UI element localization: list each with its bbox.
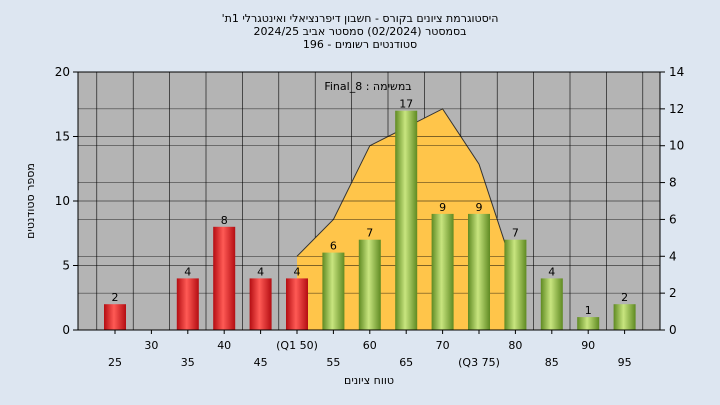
bar-value-label: 4	[294, 265, 301, 278]
y-left-tick-label: 5	[62, 259, 70, 273]
y-right-tick-label: 2	[669, 286, 677, 300]
y-left-tick-label: 15	[55, 130, 70, 144]
x-tick-label: 90	[581, 339, 595, 352]
bar-value-label: 2	[112, 291, 119, 304]
bar-80	[504, 239, 527, 330]
y-left-tick-label: 0	[62, 323, 70, 337]
bar-value-label: 7	[512, 227, 519, 240]
data-labels: 2 4 8 4 4 6 7 17 9 9 7 4 1 2	[112, 98, 629, 317]
bar-value-label: 4	[184, 265, 191, 278]
bar-value-label: 8	[221, 214, 228, 227]
y-right-tick-label: 6	[669, 212, 677, 226]
title-line-3: סטודנטים רשומים - 196	[303, 38, 417, 51]
bar-95	[613, 304, 636, 330]
bar-value-label: 9	[439, 201, 446, 214]
y-axis-label: מספר סטודנטים	[24, 163, 37, 239]
y-left-ticks: 0 5 10 15 20	[55, 65, 78, 337]
bar-(Q3 75)	[468, 213, 490, 330]
x-tick-label: (Q3 75)	[458, 356, 500, 369]
bar-value-label: 4	[548, 265, 555, 278]
y-right-tick-label: 4	[669, 249, 677, 263]
title-line-2: בסמסטר (02/2024) סמסטר אביב 2024/25	[253, 25, 466, 38]
x-tick-label: 35	[181, 356, 195, 369]
x-tick-label: 40	[217, 339, 231, 352]
y-right-tick-label: 12	[669, 102, 684, 116]
bar-value-label: 7	[366, 227, 373, 240]
x-tick-label: (Q1 50)	[276, 339, 318, 352]
y-right-ticks: 0 2 4 6 8 10 12 14	[660, 65, 684, 337]
x-tick-label: 30	[144, 339, 158, 352]
x-tick-label: 25	[108, 356, 122, 369]
bar-(Q1 50)	[286, 278, 308, 330]
bar-value-label: 1	[585, 304, 592, 317]
x-tick-label: 85	[545, 356, 559, 369]
x-tick-label: 80	[508, 339, 522, 352]
bar-45	[249, 278, 272, 330]
x-tick-label: 95	[618, 356, 632, 369]
bars	[104, 110, 636, 330]
bar-value-label: 9	[476, 201, 483, 214]
x-tick-label: 45	[254, 356, 268, 369]
y-right-tick-label: 8	[669, 176, 677, 190]
bar-value-label: 2	[621, 291, 628, 304]
bar-value-label: 17	[399, 98, 413, 111]
bar-60	[358, 239, 381, 330]
y-right-tick-label: 14	[669, 65, 684, 79]
chart-annotation: Final_8 : במשימה	[324, 80, 411, 93]
y-right-tick-label: 0	[669, 323, 677, 337]
bar-70	[431, 213, 454, 330]
bar-90	[577, 317, 600, 330]
x-tick-label: 60	[363, 339, 377, 352]
y-left-tick-label: 20	[55, 65, 70, 79]
bar-35	[176, 278, 199, 330]
title-line-1: 'היסטוגרמת ציונים בקורס - חשבון דיפרנציא…	[222, 12, 499, 25]
bar-65	[395, 110, 418, 330]
bar-85	[540, 278, 563, 330]
y-left-tick-label: 10	[55, 194, 70, 208]
bar-value-label: 6	[330, 240, 337, 253]
x-tick-label: 70	[436, 339, 450, 352]
bar-value-label: 4	[257, 265, 264, 278]
x-ticks: 25 30 35 40 45 (Q1 50) 55 60 65 70 (Q3 75) 80 85 90 95	[108, 330, 632, 369]
x-tick-label: 65	[399, 356, 413, 369]
bar-40	[213, 226, 236, 330]
y-right-tick-label: 10	[669, 139, 684, 153]
bar-55	[322, 252, 345, 330]
x-tick-label: 55	[326, 356, 340, 369]
bar-25	[104, 304, 126, 330]
x-axis-label: טווח ציונים	[344, 374, 394, 387]
